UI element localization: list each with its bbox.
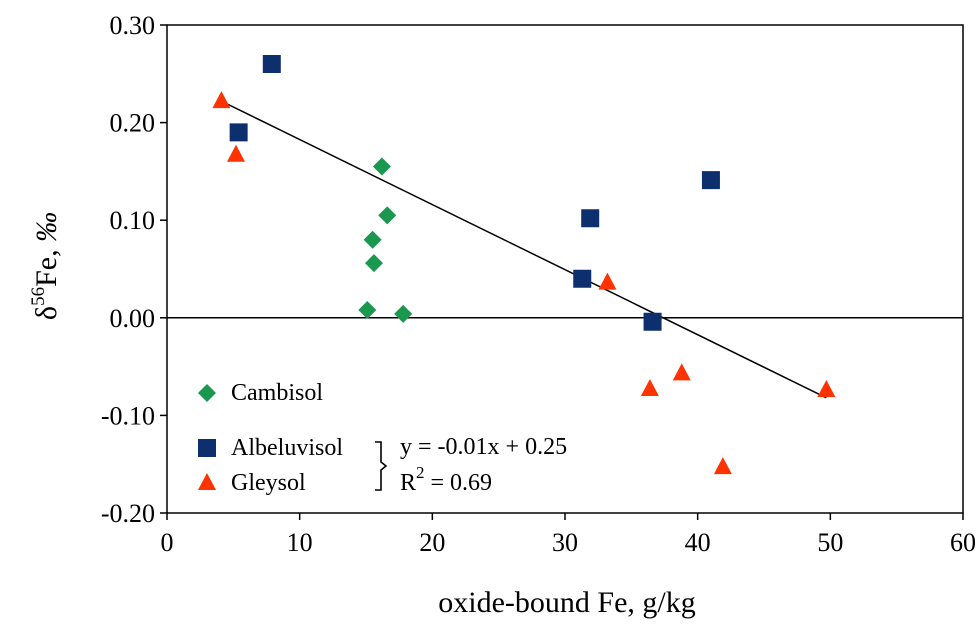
x-tick-label: 30 — [552, 528, 578, 557]
x-tick-label: 50 — [817, 528, 843, 557]
x-axis-ticks: 0 10 20 30 40 50 60 — [161, 513, 976, 557]
y-tick-label: 0.10 — [110, 206, 156, 235]
y-axis-title-sup: 56 — [28, 287, 49, 306]
y-axis-ticks: 0.30 0.20 0.10 0.00 -0.10 -0.20 — [101, 11, 167, 528]
y-tick-label: 0.30 — [110, 11, 156, 40]
trendline-equation: y = -0.01x + 0.25 R2 = 0.69 — [400, 434, 567, 496]
y-tick-label: -0.10 — [101, 401, 155, 430]
cambisol-point — [364, 254, 383, 273]
r-squared-label: R — [400, 470, 416, 496]
legend: Cambisol Albeluvisol Gleysol — [198, 380, 388, 496]
legend-marker-cambisol — [198, 384, 216, 402]
albeluvisol-point — [229, 123, 248, 142]
legend-brace — [375, 441, 388, 491]
x-axis-title: oxide-bound Fe, g/kg — [438, 586, 695, 619]
cambisol-point — [363, 230, 382, 249]
r-squared-value: = 0.69 — [425, 470, 493, 496]
x-tick-label: 40 — [685, 528, 711, 557]
trendline — [221, 100, 827, 399]
gleysol-point — [640, 379, 659, 397]
albeluvisol-point — [701, 171, 720, 190]
gleysol-point — [713, 457, 732, 475]
x-tick-label: 60 — [950, 528, 976, 557]
r-squared-text: R2 = 0.69 — [400, 463, 492, 496]
y-tick-label: -0.20 — [101, 499, 155, 528]
y-axis-title-delta: δ — [30, 306, 63, 320]
x-tick-label: 0 — [161, 528, 174, 557]
gleysol-point — [672, 363, 691, 381]
gleysol-point — [598, 272, 617, 290]
y-axis-title-rest: Fe, — [30, 242, 63, 287]
cambisol-point — [394, 304, 413, 323]
legend-label-cambisol: Cambisol — [231, 380, 323, 406]
equation-text: y = -0.01x + 0.25 — [400, 434, 567, 460]
x-tick-label: 20 — [419, 528, 445, 557]
cambisol-point — [372, 157, 391, 176]
albeluvisol-point — [581, 209, 600, 228]
albeluvisol-point — [643, 312, 662, 331]
legend-label-albeluvisol: Albeluvisol — [231, 435, 343, 461]
y-axis-title: δ56Fe, ‰ — [28, 212, 63, 320]
x-tick-label: 10 — [287, 528, 313, 557]
legend-marker-albeluvisol — [198, 439, 216, 457]
r-squared-sup: 2 — [416, 463, 425, 482]
gleysol-point — [817, 380, 836, 398]
albeluvisol-point — [573, 269, 592, 288]
y-axis-title-unit: ‰ — [30, 212, 63, 242]
cambisol-point — [358, 300, 377, 319]
legend-marker-gleysol — [198, 473, 216, 490]
y-tick-label: 0.00 — [110, 304, 156, 333]
data-points — [212, 55, 836, 475]
y-tick-label: 0.20 — [110, 109, 156, 138]
cambisol-point — [378, 206, 397, 225]
plot-area: 0 10 20 30 40 50 60 0.30 0.20 0.10 0.00 -0.10 -0.20 — [101, 11, 976, 557]
gleysol-point — [226, 144, 245, 162]
gleysol-point — [212, 91, 231, 109]
albeluvisol-point — [262, 55, 281, 74]
legend-label-gleysol: Gleysol — [231, 470, 306, 496]
